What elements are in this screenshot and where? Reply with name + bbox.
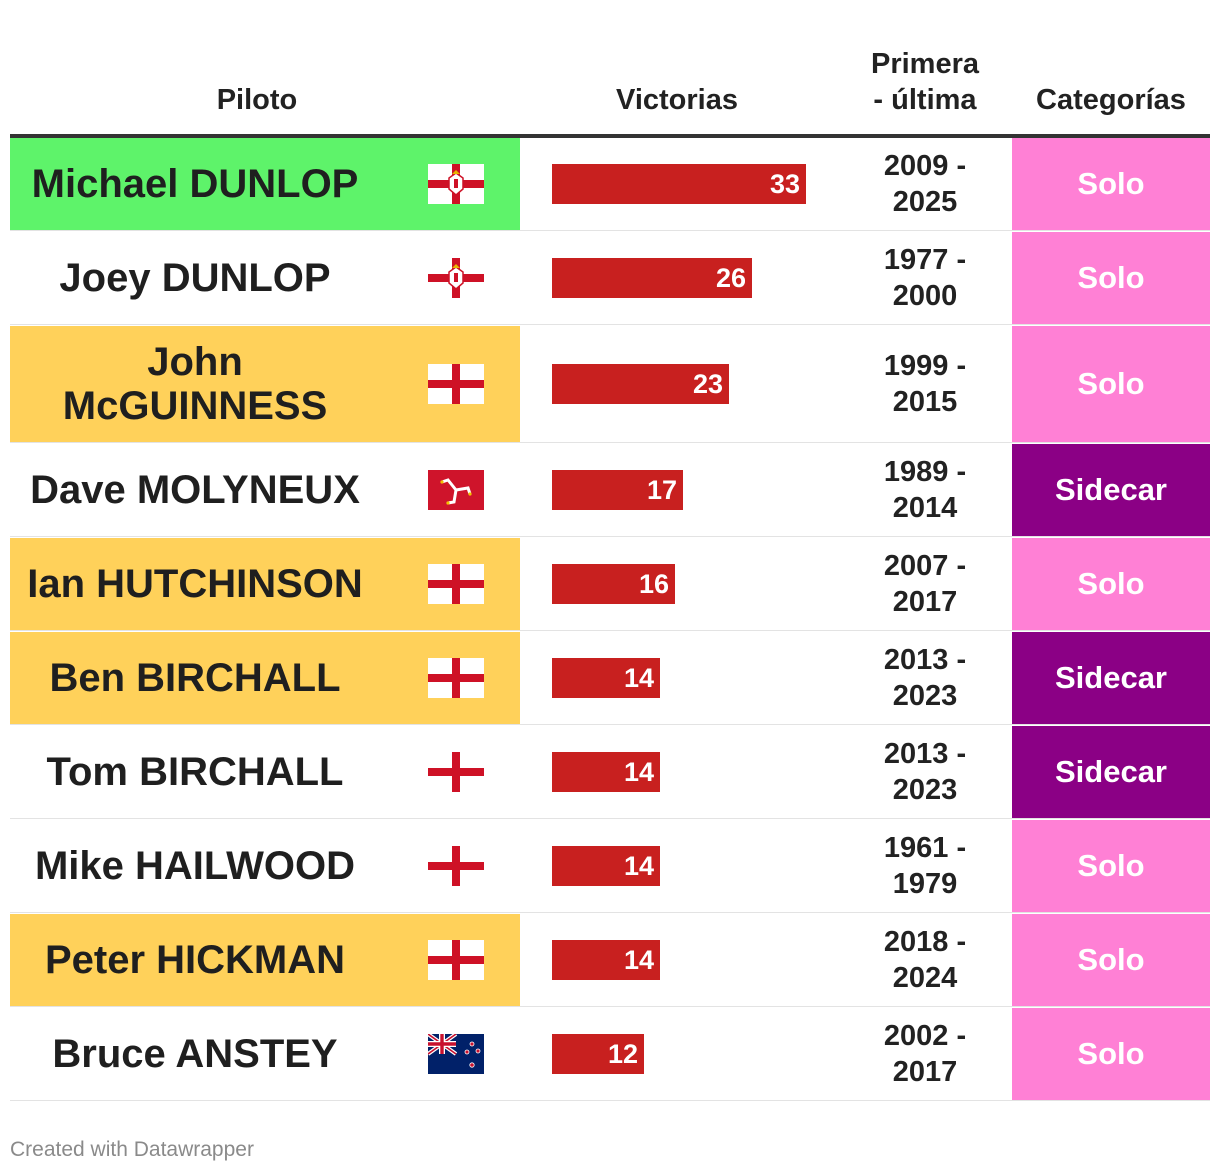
- new-zealand-flag: [426, 1032, 484, 1074]
- table-row: Peter HICKMAN 14 2018 - 2024 Solo: [10, 914, 1210, 1007]
- table-row: Ian HUTCHINSON 16 2007 - 2017 Solo: [10, 538, 1210, 631]
- period-cell: 1961 - 1979: [883, 832, 967, 900]
- northern-ireland-flag: [428, 164, 484, 204]
- period-cell: 1989 - 2014: [883, 456, 967, 524]
- rider-name: Joey DUNLOP: [59, 256, 331, 300]
- wins-label: 14: [623, 757, 654, 787]
- category-badge: Solo: [1012, 232, 1210, 324]
- rider-name: Bruce ANSTEY: [52, 1032, 338, 1076]
- wins-label: 14: [623, 945, 654, 975]
- wins-label: 14: [623, 663, 654, 693]
- wins-bar: 14: [552, 940, 660, 980]
- northern-ireland-flag: [428, 258, 484, 298]
- wins-label: 16: [638, 569, 669, 599]
- england-flag: [428, 940, 484, 980]
- england-flag: [428, 658, 484, 698]
- england-flag: [428, 846, 484, 886]
- wins-label: 12: [607, 1039, 638, 1069]
- rider-name: Mike HAILWOOD: [34, 844, 356, 888]
- period-cell: 2013 - 2023: [883, 738, 967, 806]
- category-badge: Solo: [1012, 914, 1210, 1006]
- wins-bar: 14: [552, 658, 660, 698]
- table-row: Tom BIRCHALL 14 2013 - 2023 Sidecar: [10, 726, 1210, 819]
- category-badge: Solo: [1012, 138, 1210, 230]
- rider-name: Dave MOLYNEUX: [30, 468, 360, 512]
- table-row: Joey DUNLOP 26 1977 - 2000 Solo: [10, 232, 1210, 325]
- wins-bar: 26: [552, 258, 752, 298]
- rider-name: Tom BIRCHALL: [46, 750, 344, 794]
- wins-bar: 16: [552, 564, 675, 604]
- category-badge: Sidecar: [1012, 632, 1210, 724]
- table-row: John McGUINNESS 23 1999 - 2015 Solo: [10, 326, 1210, 443]
- category-badge: Solo: [1012, 820, 1210, 912]
- datawrapper-credit[interactable]: Created with Datawrapper: [10, 1138, 254, 1161]
- period-cell: 2002 - 2017: [883, 1020, 967, 1088]
- rider-name: Michael DUNLOP: [31, 162, 359, 206]
- table-row: Michael DUNLOP 33 2009 - 2025 Solo: [10, 138, 1210, 231]
- period-cell: 2013 - 2023: [883, 644, 967, 712]
- wins-label: 33: [769, 169, 800, 199]
- rider-name: Ben BIRCHALL: [49, 656, 341, 700]
- rider-name: Peter HICKMAN: [44, 938, 346, 982]
- england-flag: [428, 564, 484, 604]
- period-cell: 1977 - 2000: [883, 244, 967, 312]
- wins-bar: 14: [552, 846, 660, 886]
- header-periodo[interactable]: Primera - última: [870, 48, 979, 116]
- wins-bar: 33: [552, 164, 806, 204]
- category-badge: Sidecar: [1012, 726, 1210, 818]
- england-flag: [428, 752, 484, 792]
- table-header: Piloto Victorias Primera - última Catego…: [10, 0, 1210, 138]
- table-row: Dave MOLYNEUX 17 1989 - 2014 Sidecar: [10, 444, 1210, 537]
- period-cell: 2018 - 2024: [883, 926, 967, 994]
- wins-label: 14: [623, 851, 654, 881]
- rider-name: John McGUINNESS: [62, 340, 328, 428]
- rider-name: Ian HUTCHINSON: [27, 562, 363, 606]
- england-flag: [428, 364, 484, 404]
- period-cell: 2009 - 2025: [883, 150, 967, 218]
- wins-bar: 23: [552, 364, 729, 404]
- isle-of-man-flag: [428, 470, 484, 510]
- period-cell: 2007 - 2017: [883, 550, 967, 618]
- table-row: Bruce ANSTEY 12 2002 - 2017 Solo: [10, 1008, 1210, 1101]
- wins-bar: 12: [552, 1034, 644, 1074]
- table-row: Ben BIRCHALL 14 2013 - 2023 Sidecar: [10, 632, 1210, 725]
- period-cell: 1999 - 2015: [883, 350, 967, 418]
- header-categorias[interactable]: Categorías: [1036, 84, 1186, 116]
- wins-label: 23: [692, 369, 723, 399]
- category-badge: Solo: [1012, 326, 1210, 442]
- category-badge: Solo: [1012, 1008, 1210, 1100]
- category-badge: Solo: [1012, 538, 1210, 630]
- category-badge: Sidecar: [1012, 444, 1210, 536]
- wins-label: 26: [715, 263, 746, 293]
- table-row: Mike HAILWOOD 14 1961 - 1979 Solo: [10, 820, 1210, 913]
- wins-bar: 17: [552, 470, 683, 510]
- wins-label: 17: [646, 475, 677, 505]
- wins-bar: 14: [552, 752, 660, 792]
- header-victorias[interactable]: Victorias: [616, 84, 738, 116]
- header-piloto[interactable]: Piloto: [216, 84, 298, 116]
